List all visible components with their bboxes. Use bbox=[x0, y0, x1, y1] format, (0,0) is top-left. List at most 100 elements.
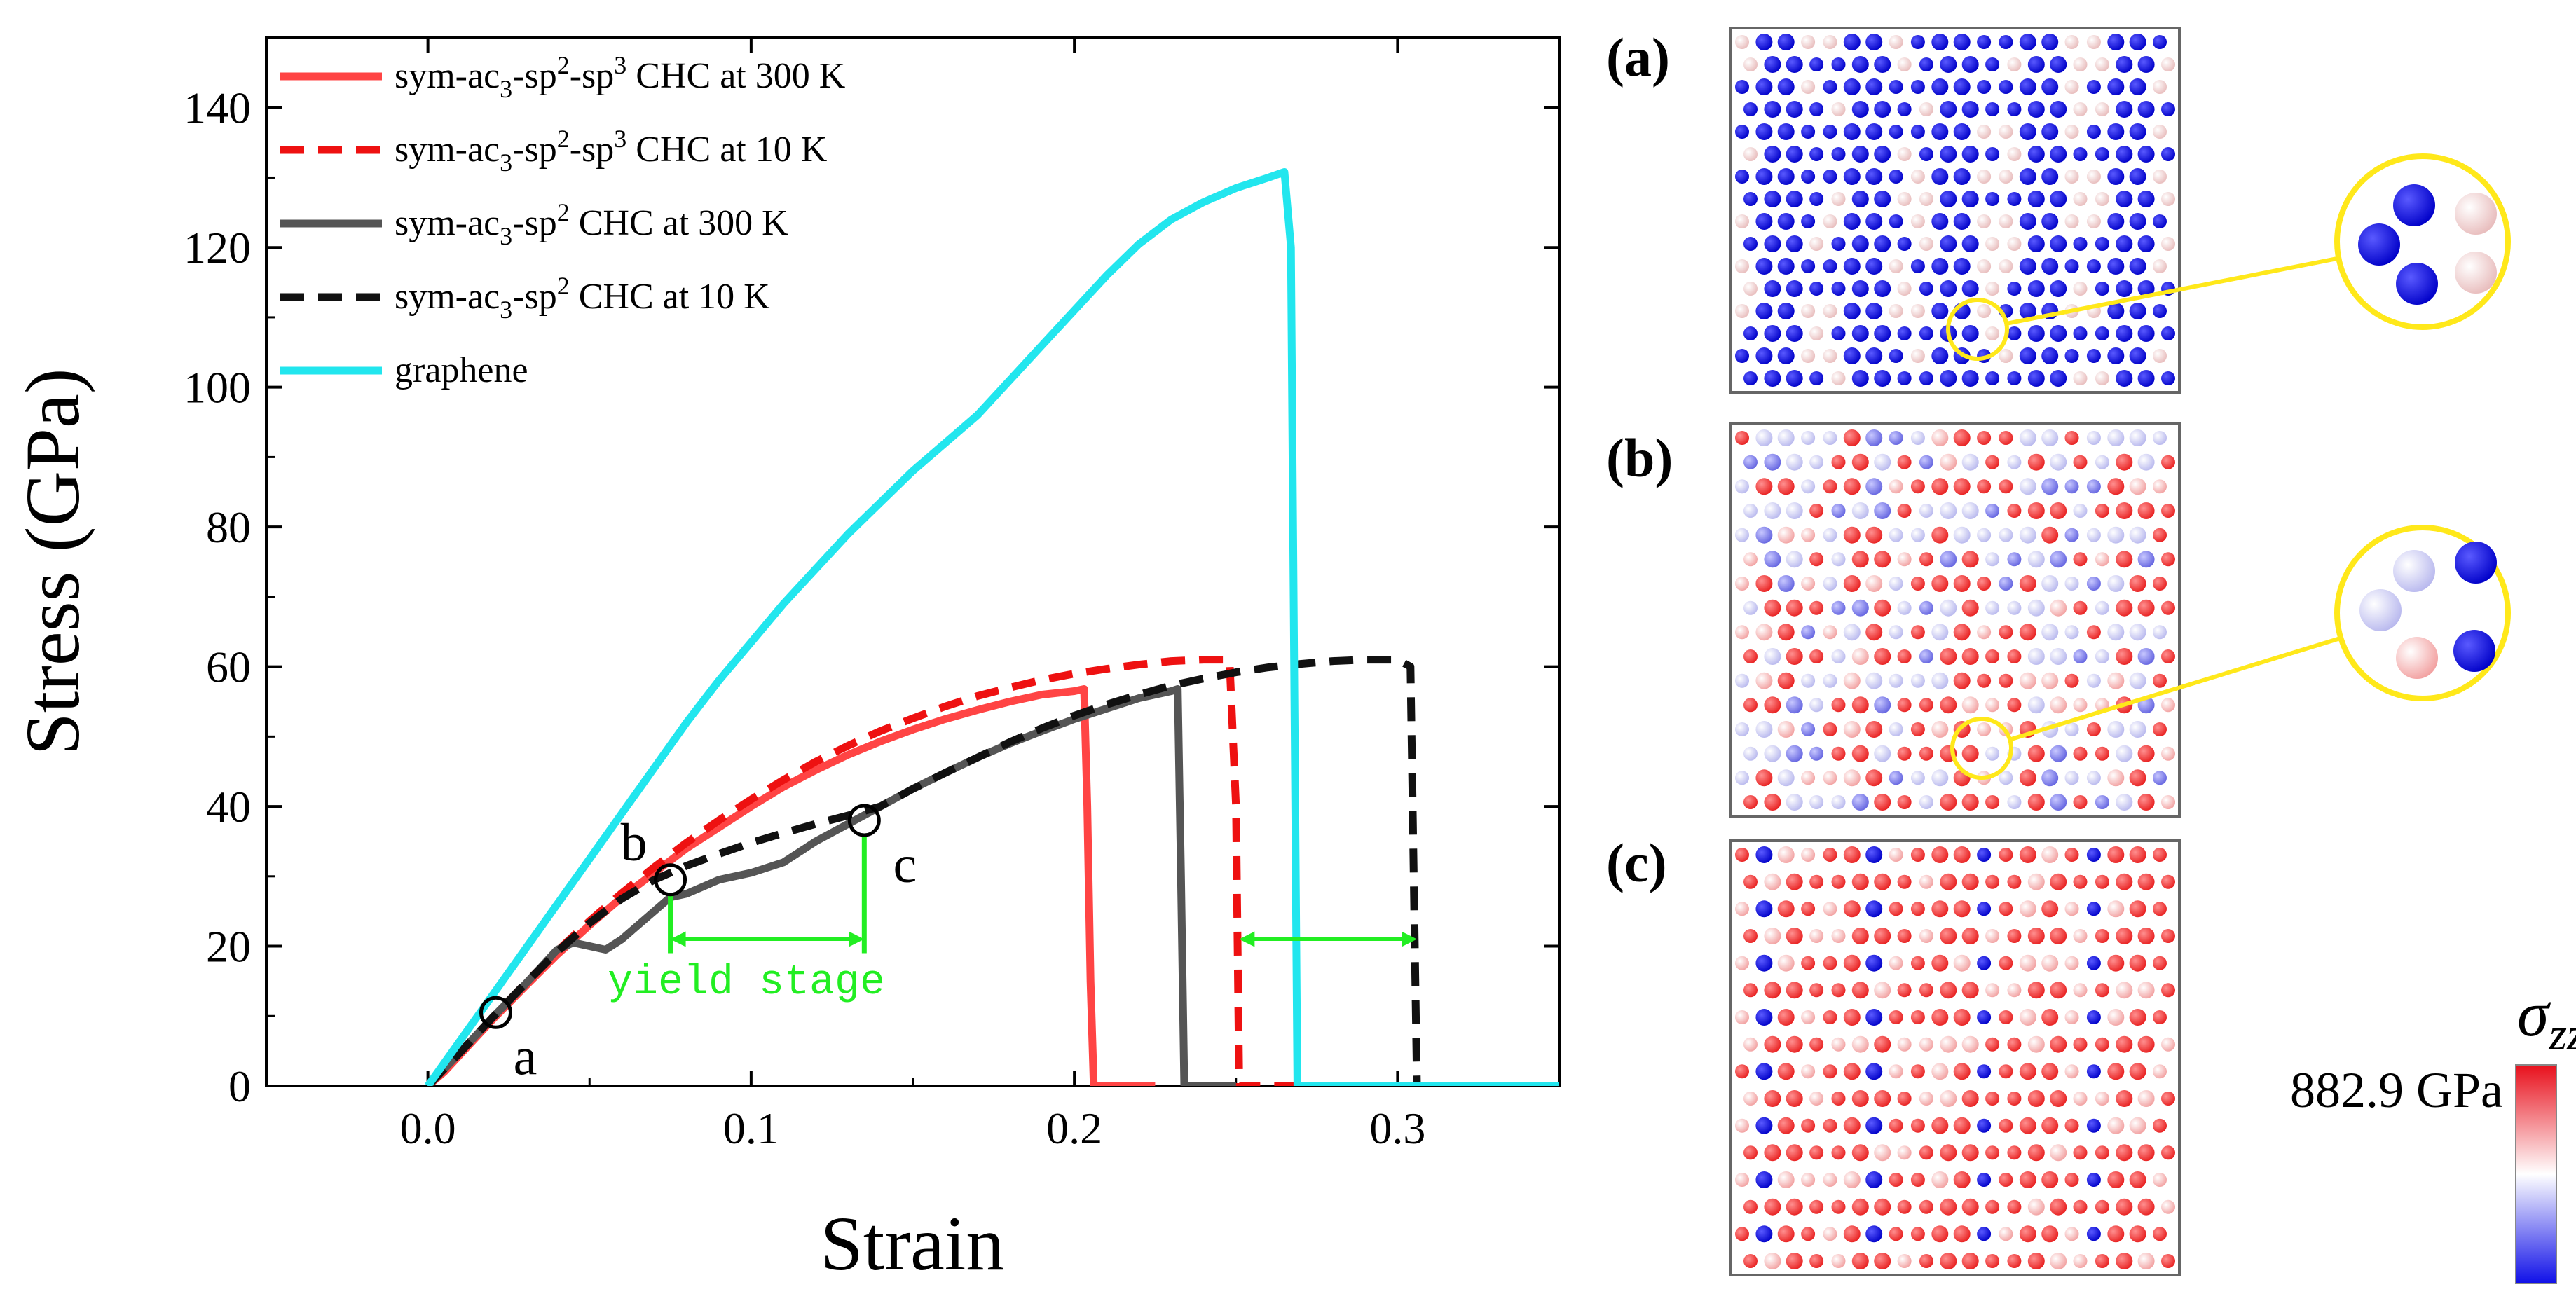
atom bbox=[2153, 125, 2167, 139]
atom bbox=[1843, 1063, 1861, 1080]
atom bbox=[2153, 304, 2167, 318]
arrowhead-right bbox=[1402, 931, 1418, 947]
atom bbox=[1851, 982, 1869, 999]
atom bbox=[2086, 214, 2101, 228]
atom bbox=[2161, 874, 2175, 889]
atom bbox=[1919, 237, 1933, 251]
atom bbox=[2095, 874, 2109, 889]
atom bbox=[1977, 80, 1992, 94]
atom bbox=[1764, 235, 1781, 252]
yield-annotations bbox=[668, 834, 1418, 954]
atom bbox=[1897, 1254, 1912, 1268]
zoom-atom bbox=[2393, 184, 2435, 226]
atom bbox=[1961, 745, 1979, 762]
atom bbox=[2019, 78, 2036, 95]
legend-label-4: sym-ac3-sp2 CHC at 10 K bbox=[395, 272, 770, 324]
atom bbox=[2064, 625, 2079, 640]
atom bbox=[1977, 304, 1992, 318]
atom bbox=[1889, 214, 1903, 228]
atom bbox=[1755, 213, 1773, 230]
atom bbox=[1897, 326, 1912, 340]
atom bbox=[1801, 722, 1816, 736]
atom bbox=[1999, 1173, 2013, 1187]
atom bbox=[1999, 35, 2013, 49]
atom bbox=[1755, 258, 1773, 275]
atom bbox=[2095, 326, 2109, 340]
atom bbox=[1823, 125, 1837, 139]
atom bbox=[1801, 848, 1816, 862]
atom bbox=[1809, 746, 1824, 761]
atom bbox=[1801, 431, 1816, 445]
atom bbox=[1961, 1253, 1979, 1269]
atom bbox=[1999, 431, 2013, 445]
atom bbox=[1755, 1117, 1773, 1134]
atom bbox=[1735, 528, 1749, 542]
atom bbox=[1919, 698, 1933, 713]
atom bbox=[1940, 1144, 1957, 1162]
atom bbox=[2107, 429, 2125, 446]
atom bbox=[2137, 453, 2155, 471]
atom bbox=[1874, 696, 1891, 714]
atom bbox=[2019, 769, 2036, 787]
atom bbox=[2027, 235, 2045, 252]
atom bbox=[1809, 1199, 1824, 1214]
atom bbox=[1786, 551, 1803, 568]
atom bbox=[1961, 56, 1979, 73]
atom bbox=[1823, 35, 1837, 49]
atom bbox=[2129, 258, 2146, 275]
atom bbox=[1985, 57, 2000, 71]
atom bbox=[2116, 146, 2133, 163]
atom bbox=[1823, 1118, 1837, 1133]
atom bbox=[1897, 1145, 1912, 1160]
atom bbox=[1961, 599, 1979, 617]
colorbar: σzz 882.9 GPa bbox=[2290, 978, 2576, 1284]
atom bbox=[1809, 282, 1824, 296]
atom bbox=[2095, 600, 2109, 615]
yield-stage-label: yield stage bbox=[608, 959, 885, 1007]
atom bbox=[2007, 1092, 2022, 1106]
atom bbox=[2137, 1090, 2155, 1107]
atom bbox=[1953, 954, 1971, 972]
atom bbox=[1843, 1117, 1861, 1134]
atom bbox=[1831, 874, 1846, 889]
atom bbox=[2086, 125, 2101, 139]
atom bbox=[2107, 347, 2125, 364]
atom bbox=[1874, 1253, 1891, 1269]
atom bbox=[1874, 794, 1891, 811]
atom bbox=[2073, 237, 2088, 251]
atom bbox=[1889, 1118, 1903, 1133]
atom bbox=[1851, 56, 1869, 73]
atom bbox=[1843, 846, 1861, 863]
atom bbox=[2116, 551, 2133, 568]
atom bbox=[1755, 721, 1773, 738]
atom bbox=[2137, 1035, 2155, 1053]
zoom-atom bbox=[2359, 589, 2402, 631]
atom bbox=[2064, 902, 2079, 916]
atom bbox=[2073, 1037, 2088, 1052]
atom bbox=[1889, 673, 1903, 688]
atom bbox=[1786, 453, 1803, 471]
atom bbox=[2041, 900, 2059, 918]
atom bbox=[2086, 431, 2101, 445]
atom bbox=[1755, 1009, 1773, 1026]
atom bbox=[2019, 347, 2036, 364]
atom bbox=[2153, 528, 2167, 542]
atom bbox=[1764, 370, 1781, 387]
atom bbox=[2027, 101, 2045, 118]
y-tick-label: 120 bbox=[184, 223, 251, 273]
atom bbox=[1977, 673, 1992, 688]
atom bbox=[2129, 168, 2146, 185]
atom bbox=[2027, 1144, 2045, 1162]
atom bbox=[2116, 1090, 2133, 1107]
atom bbox=[1777, 1009, 1795, 1026]
atom bbox=[1823, 431, 1837, 445]
atom bbox=[1953, 672, 1971, 689]
atom bbox=[2161, 192, 2175, 206]
atom bbox=[1755, 123, 1773, 140]
atom bbox=[1985, 929, 2000, 943]
atom bbox=[1977, 1227, 1992, 1241]
atom bbox=[2161, 1199, 2175, 1214]
y-tick-label: 60 bbox=[206, 642, 251, 692]
atom bbox=[1889, 902, 1903, 916]
atom bbox=[2086, 956, 2101, 970]
